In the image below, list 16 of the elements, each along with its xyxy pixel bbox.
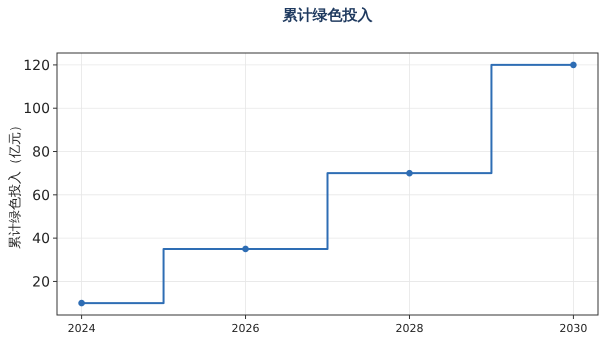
- y-tick-label: 40: [32, 231, 50, 248]
- y-tick-label: 20: [32, 274, 50, 290]
- point: [242, 246, 249, 252]
- x-tick-label: 2030: [559, 322, 588, 335]
- point: [78, 300, 85, 306]
- y-tick-label: 120: [23, 58, 50, 74]
- point: [406, 170, 413, 176]
- x-tick-label: 2028: [395, 322, 424, 335]
- point: [570, 62, 577, 68]
- x-tick-label: 2026: [232, 322, 260, 335]
- y-axis-title: 累计绿色投入（亿元）: [8, 119, 23, 249]
- y-tick-label: 80: [32, 144, 50, 161]
- x-tick-label: 2024: [68, 322, 96, 335]
- y-tick-label: 60: [32, 188, 50, 204]
- chart-title: 累计绿色投入: [282, 6, 374, 24]
- y-tick-label: 100: [23, 101, 50, 118]
